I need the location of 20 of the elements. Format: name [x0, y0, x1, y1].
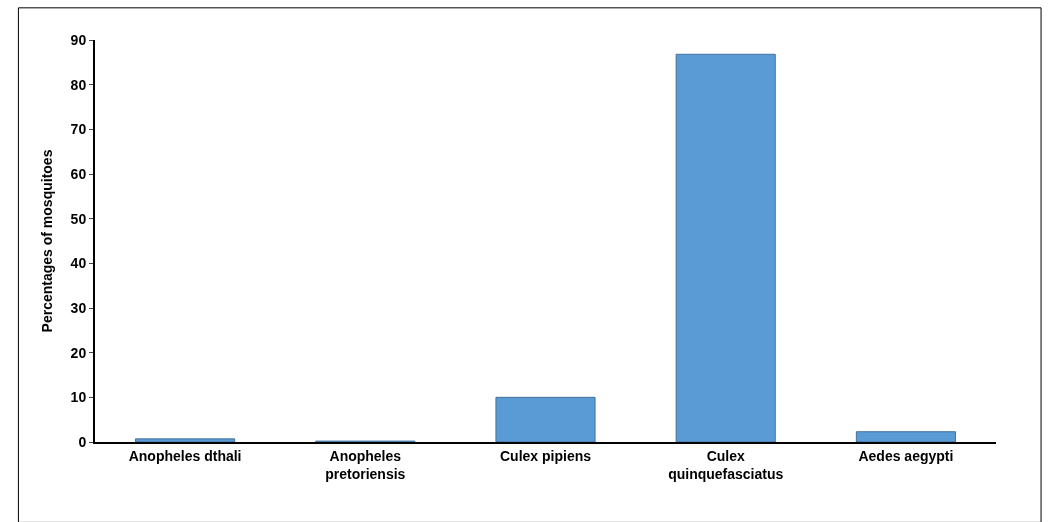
y-tick-label: 20: [70, 344, 87, 361]
y-tick-label: 50: [70, 210, 87, 227]
y-tick-label: 80: [70, 76, 87, 93]
y-tick-label: 60: [70, 165, 87, 182]
x-tick-label: Culex pipiens: [499, 447, 592, 464]
x-tick-label: Anopheles dthali: [128, 447, 242, 464]
y-tick-label: 0: [78, 433, 87, 450]
bar: [495, 396, 596, 442]
y-tick-label: 90: [70, 31, 87, 48]
y-tick-label: 30: [70, 299, 87, 316]
y-tick-label: 40: [70, 255, 87, 272]
bar: [675, 53, 776, 442]
bar: [135, 438, 236, 442]
bar: [855, 431, 956, 442]
x-tick-label: Aedes aegypti: [858, 447, 954, 464]
y-tick-label: 70: [70, 121, 87, 138]
x-tick-label: Anopheles pretoriensis: [325, 447, 406, 482]
y-axis-title: Percentages of mosquitoes: [38, 149, 55, 333]
x-tick-label: Culex quinquefasciatus: [668, 447, 784, 482]
y-tick-label: 10: [70, 389, 87, 406]
